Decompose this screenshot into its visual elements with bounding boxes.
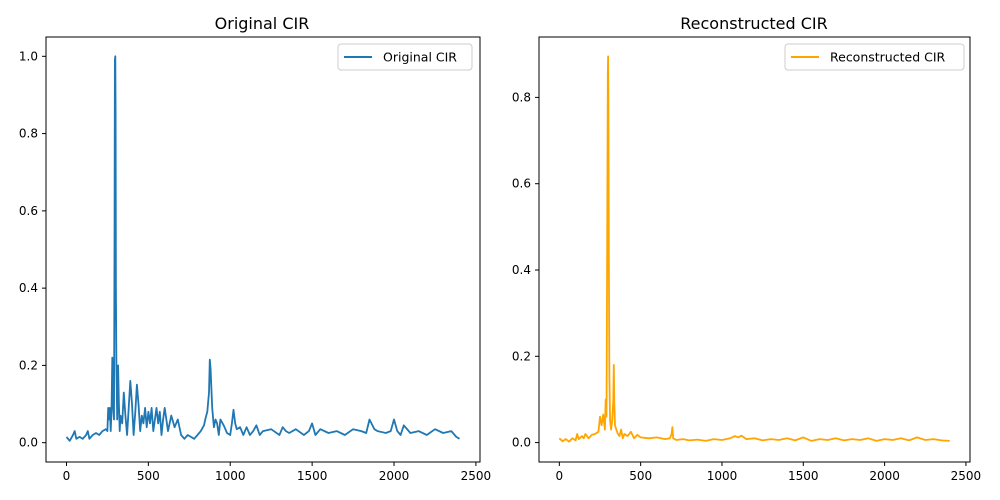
- y-tick-label: 0.2: [19, 358, 38, 372]
- x-tick-label: 1000: [215, 469, 246, 483]
- x-axis-ticks: 0 500 1000 1500 2000 2500: [63, 462, 492, 483]
- y-tick-label: 1.0: [19, 49, 38, 63]
- chart-title: Reconstructed CIR: [680, 14, 827, 33]
- legend-label: Original CIR: [383, 50, 457, 65]
- x-tick-label: 2500: [951, 469, 982, 483]
- x-tick-label: 500: [137, 469, 160, 483]
- axes-frame: [538, 36, 971, 463]
- y-tick-label: 0.8: [19, 127, 38, 141]
- series-line: [65, 55, 460, 442]
- y-tick-label: 0.6: [19, 204, 38, 218]
- x-tick-label: 2500: [461, 469, 492, 483]
- legend-frame: [337, 43, 473, 71]
- series-line: [558, 55, 950, 443]
- y-tick-label: 0.2: [512, 349, 531, 363]
- legend-frame: [784, 43, 965, 71]
- y-axis-ticks: 0.0 0.2 0.4 0.6 0.8: [512, 90, 539, 450]
- legend-label: Reconstructed CIR: [830, 50, 946, 65]
- y-axis-ticks: 0.0 0.2 0.4 0.6 0.8 1.0: [19, 49, 46, 450]
- x-tick-label: 0: [63, 469, 71, 483]
- x-tick-label: 500: [629, 469, 652, 483]
- series-group: [65, 55, 460, 442]
- x-tick-label: 1500: [297, 469, 328, 483]
- chart-title: Original CIR: [215, 14, 310, 33]
- axes-frame: [45, 36, 481, 463]
- x-tick-label: 0: [556, 469, 564, 483]
- y-tick-label: 0.0: [19, 436, 38, 450]
- legend: Reconstructed CIR: [784, 43, 965, 71]
- legend: Original CIR: [337, 43, 473, 71]
- y-tick-label: 0.6: [512, 177, 531, 191]
- subplot-original-cir: Original CIR 0 500 1000 1500 2000 2500 0.0 0.2…: [19, 14, 491, 483]
- x-tick-label: 2000: [869, 469, 900, 483]
- subplot-reconstructed-cir: Reconstructed CIR 0 500 1000 1500 2000 2500 0…: [512, 14, 981, 483]
- x-tick-label: 2000: [379, 469, 410, 483]
- y-tick-label: 0.0: [512, 436, 531, 450]
- x-tick-label: 1500: [788, 469, 819, 483]
- y-tick-label: 0.4: [19, 281, 38, 295]
- x-tick-label: 1000: [707, 469, 738, 483]
- series-group: [558, 55, 950, 443]
- y-tick-label: 0.8: [512, 90, 531, 104]
- y-tick-label: 0.4: [512, 263, 531, 277]
- x-axis-ticks: 0 500 1000 1500 2000 2500: [556, 462, 982, 483]
